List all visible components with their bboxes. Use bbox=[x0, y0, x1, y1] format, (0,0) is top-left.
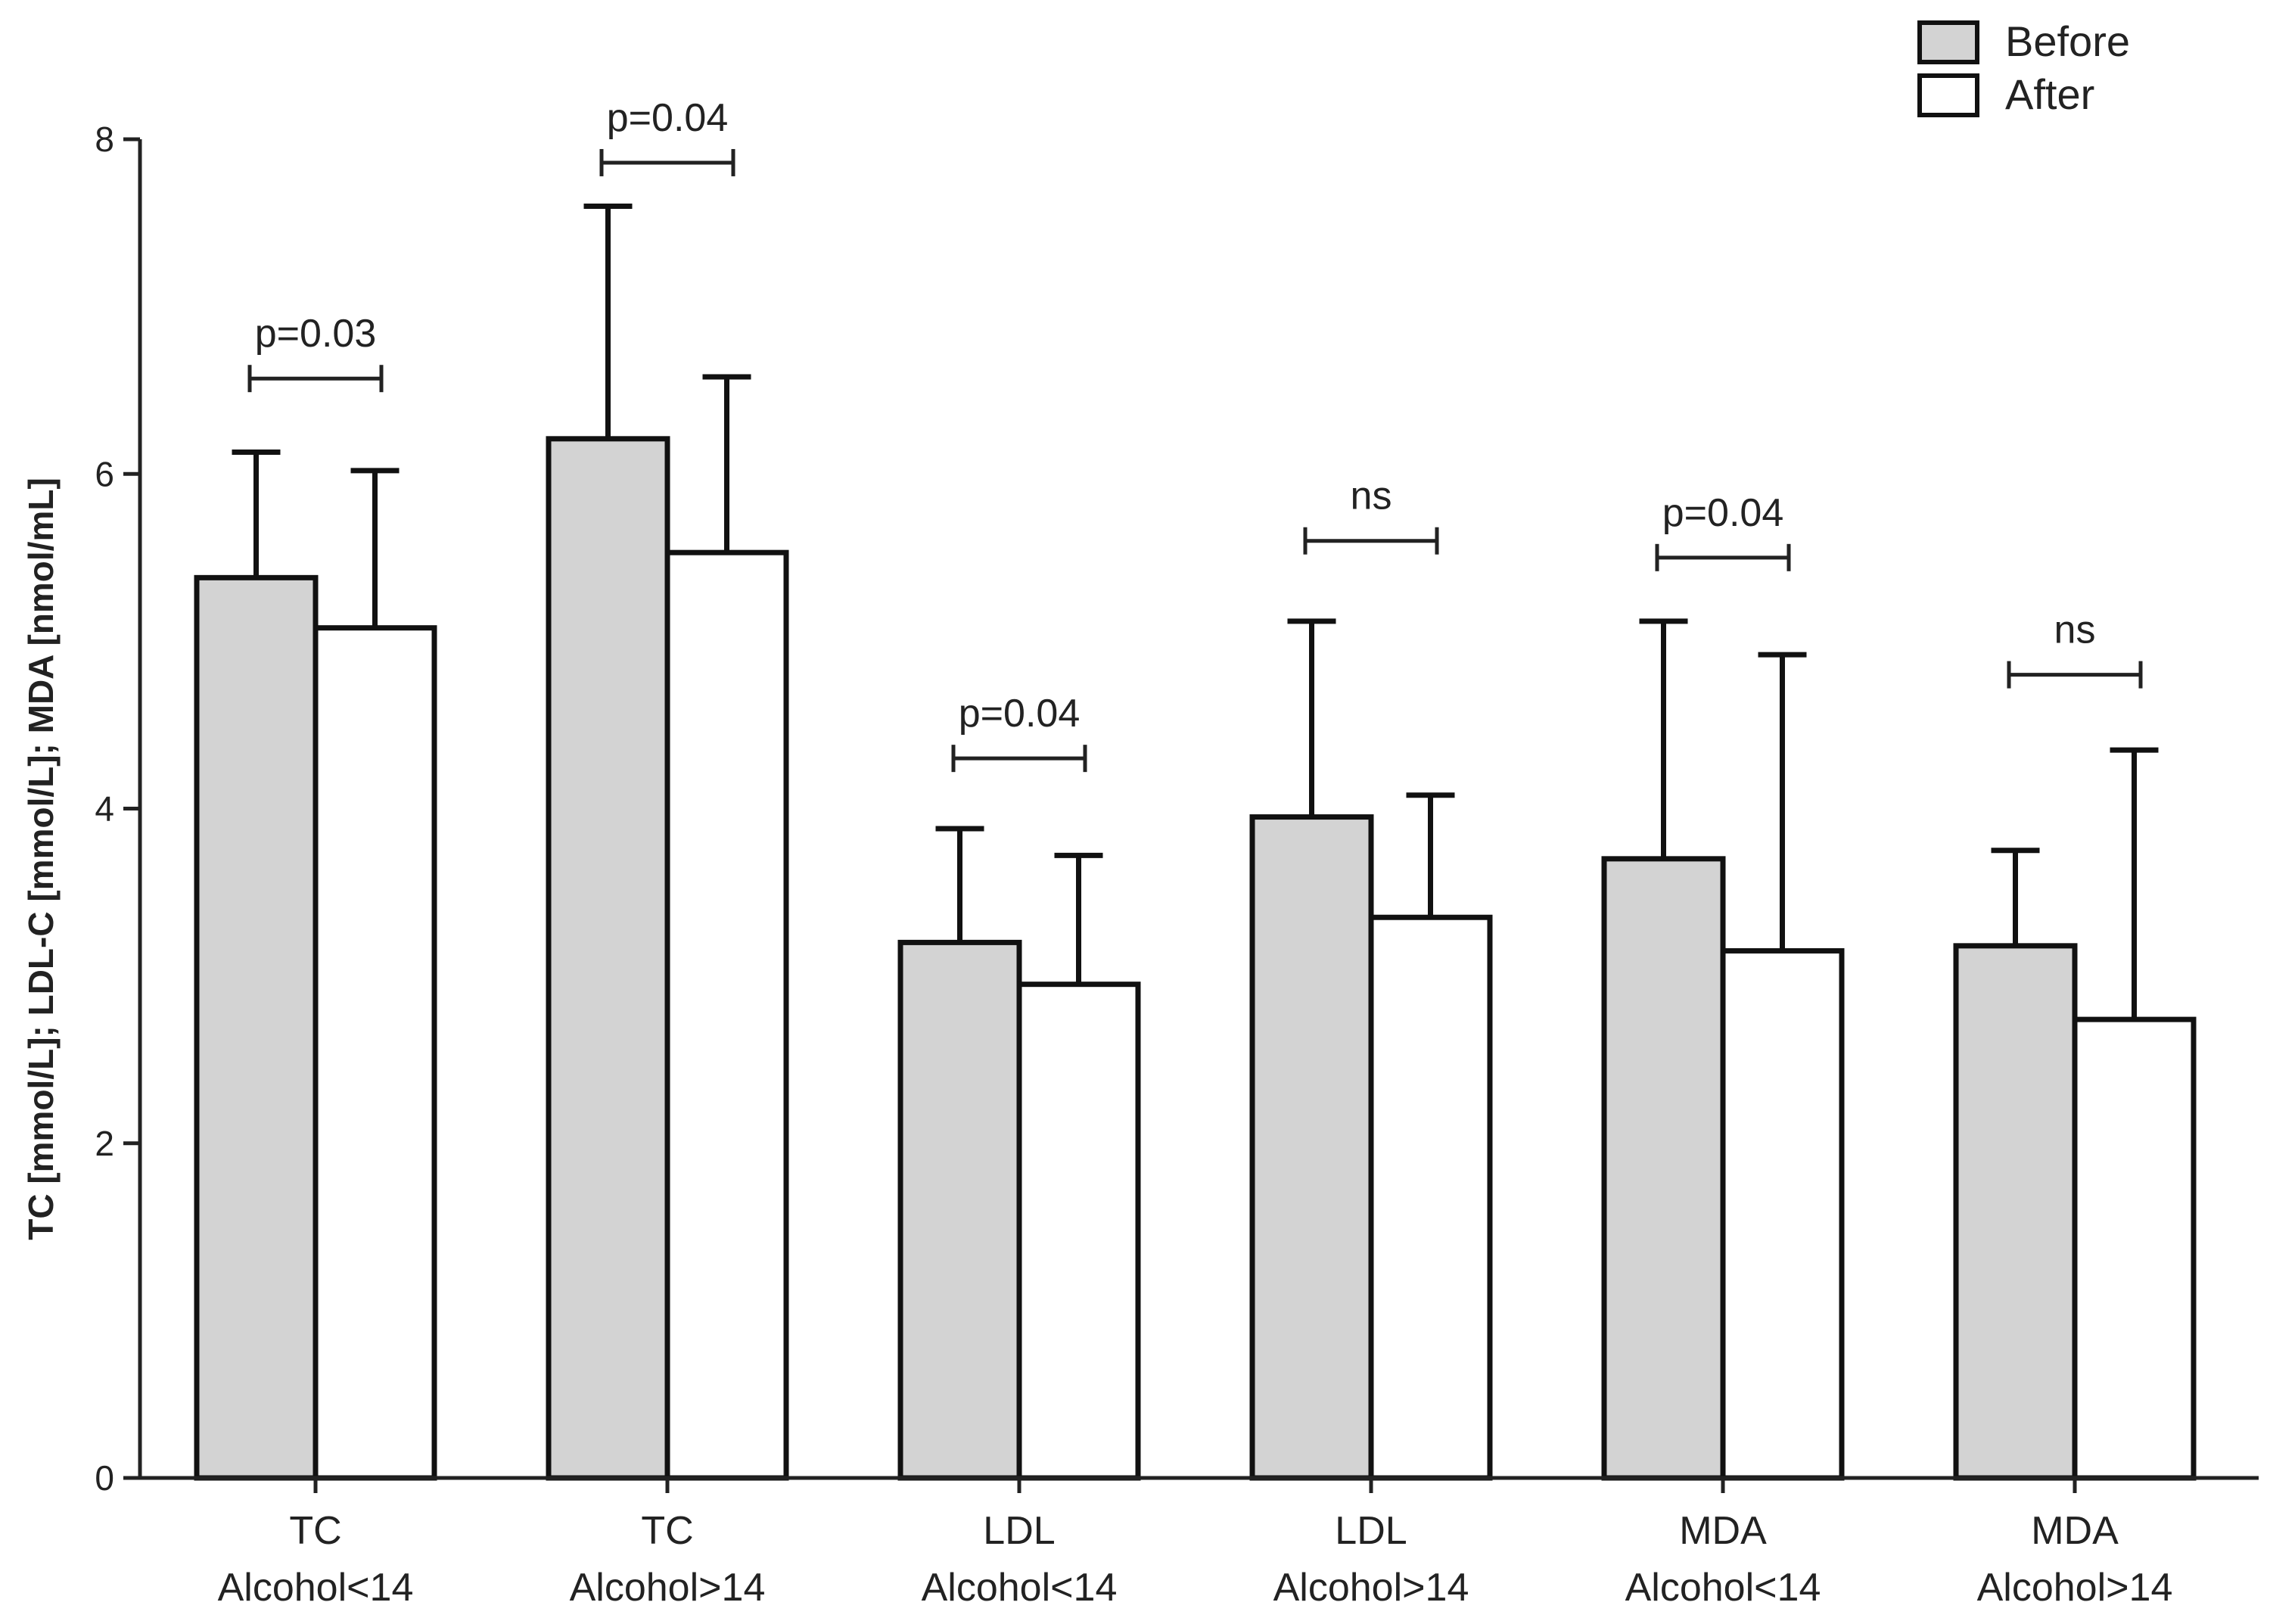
x-tick-label-3-line2: Alcohol>14 bbox=[1273, 1566, 1469, 1610]
significance-annotations: p=0.03 p=0.04 p=0.04 ns p=0.04 ns bbox=[247, 96, 2143, 773]
bar-before-2 bbox=[897, 939, 1022, 1481]
y-tick-label-0: 0 bbox=[95, 1458, 114, 1498]
bar-before-1 bbox=[546, 436, 670, 1481]
y-axis-label: TC [mmol/L]; LDL-C [mmol/L]; MDA [nmol/m… bbox=[21, 478, 61, 1240]
bar-before-3 bbox=[1249, 814, 1374, 1481]
bar-after-3 bbox=[1368, 914, 1493, 1481]
x-axis: TC Alcohol<14 TC Alcohol>14 LDL Alcohol<14 LDL… bbox=[140, 1476, 2259, 1610]
x-tick-label-2-line1: LDL bbox=[983, 1509, 1055, 1553]
x-tick-label-1-line2: Alcohol>14 bbox=[570, 1566, 766, 1610]
bar-after-0 bbox=[313, 625, 437, 1481]
legend-label-after: After bbox=[2005, 70, 2094, 118]
sig-label-5: ns bbox=[2054, 608, 2096, 652]
bar-after-4 bbox=[1720, 947, 1845, 1481]
bar-before-0 bbox=[194, 574, 319, 1481]
x-tick-label-1-line1: TC bbox=[641, 1509, 693, 1553]
y-axis: 0 2 4 6 8 bbox=[95, 120, 142, 1498]
legend: Before After bbox=[1917, 17, 2130, 118]
bar-after-1 bbox=[664, 549, 789, 1481]
x-tick-label-5-line1: MDA bbox=[2031, 1509, 2119, 1553]
legend-label-before: Before bbox=[2005, 17, 2130, 65]
y-tick-label-1: 2 bbox=[95, 1124, 114, 1163]
x-tick-label-3-line1: LDL bbox=[1335, 1509, 1407, 1553]
sig-label-0: p=0.03 bbox=[255, 312, 377, 356]
bar-after-5 bbox=[2072, 1016, 2197, 1481]
legend-swatch-before bbox=[1917, 20, 1979, 64]
sig-label-4: p=0.04 bbox=[1662, 491, 1784, 535]
x-tick-label-0-line2: Alcohol<14 bbox=[218, 1566, 414, 1610]
bar-before-5 bbox=[1953, 943, 2078, 1481]
sig-label-1: p=0.04 bbox=[607, 96, 729, 140]
x-tick-label-0-line1: TC bbox=[289, 1509, 341, 1553]
sig-label-2: p=0.04 bbox=[959, 692, 1081, 736]
x-tick-label-5-line2: Alcohol>14 bbox=[1977, 1566, 2173, 1610]
bar-after-2 bbox=[1016, 982, 1141, 1481]
y-tick-label-4: 8 bbox=[95, 120, 114, 159]
x-tick-label-2-line2: Alcohol<14 bbox=[922, 1566, 1118, 1610]
legend-swatch-after bbox=[1917, 73, 1979, 117]
sig-label-3: ns bbox=[1351, 474, 1392, 518]
y-tick-label-2: 4 bbox=[95, 789, 114, 829]
bar-before-4 bbox=[1601, 856, 1726, 1481]
y-tick-label-3: 6 bbox=[95, 454, 114, 493]
x-tick-label-4-line2: Alcohol<14 bbox=[1625, 1566, 1821, 1610]
x-tick-label-4-line1: MDA bbox=[1679, 1509, 1767, 1553]
bars bbox=[194, 203, 2197, 1481]
